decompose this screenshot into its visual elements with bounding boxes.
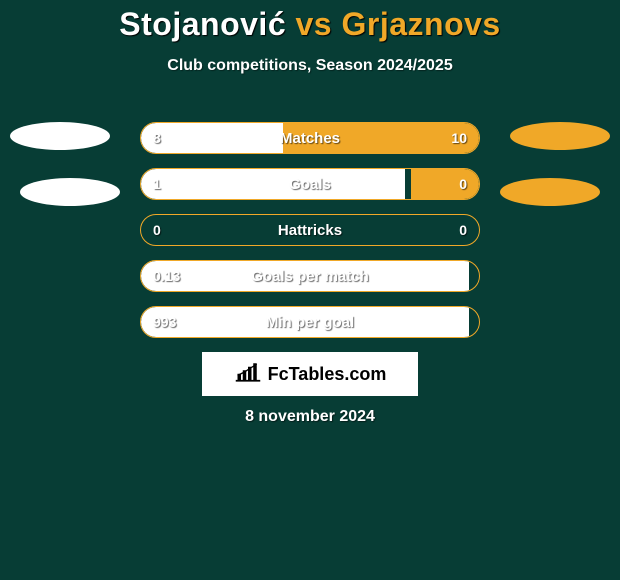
stats-column: 8 Matches 10 1 Goals 0 0 Hattricks 0 0.1… [140, 122, 480, 352]
stat-label: Min per goal [141, 307, 479, 337]
player2-badge-row2 [500, 178, 600, 206]
comparison-card: Stojanović vs Grjaznovs Club competition… [0, 0, 620, 580]
player1-badge-row2 [20, 178, 120, 206]
stat-label: Hattricks [141, 215, 479, 245]
title: Stojanović vs Grjaznovs [0, 6, 620, 43]
stat-label: Matches [141, 123, 479, 153]
player2-name: Grjaznovs [341, 6, 500, 42]
stat-value-right: 0 [459, 169, 467, 199]
stat-row-goals: 1 Goals 0 [140, 168, 480, 200]
subtitle: Club competitions, Season 2024/2025 [0, 57, 620, 75]
stat-row-matches: 8 Matches 10 [140, 122, 480, 154]
bar-chart-icon [234, 361, 262, 388]
stat-label: Goals [141, 169, 479, 199]
vs-separator: vs [296, 6, 333, 42]
stat-row-hattricks: 0 Hattricks 0 [140, 214, 480, 246]
date-text: 8 november 2024 [0, 408, 620, 426]
stat-row-min-per-goal: 993 Min per goal [140, 306, 480, 338]
stat-value-right: 0 [459, 215, 467, 245]
player1-badge-row1 [10, 122, 110, 150]
stat-row-goals-per-match: 0.13 Goals per match [140, 260, 480, 292]
brand-text: FcTables.com [268, 364, 387, 385]
player1-name: Stojanović [119, 6, 286, 42]
brand-box: FcTables.com [202, 352, 418, 396]
player2-badge-row1 [510, 122, 610, 150]
stat-label: Goals per match [141, 261, 479, 291]
stat-value-right: 10 [451, 123, 467, 153]
